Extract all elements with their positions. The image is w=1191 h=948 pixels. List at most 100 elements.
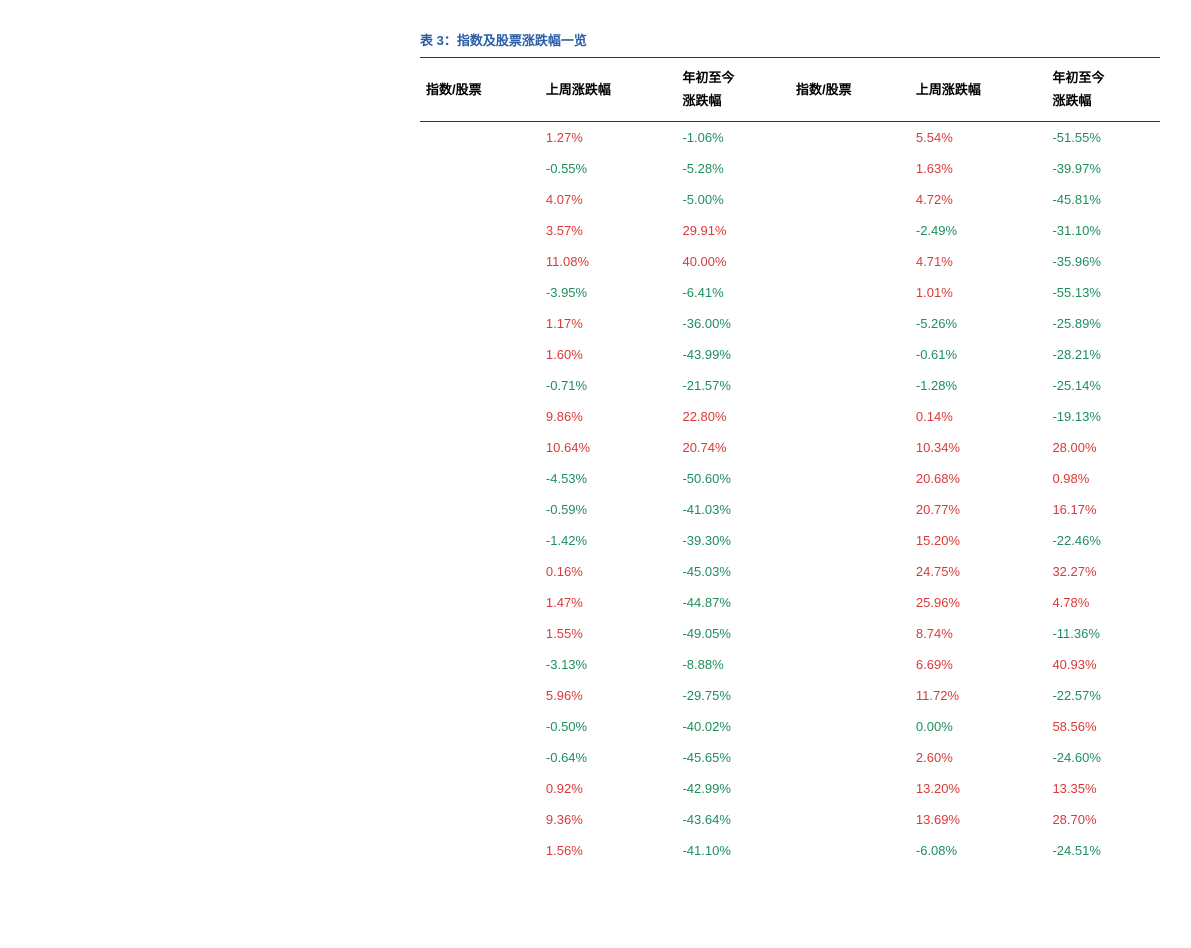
table-row: -1.42%-39.30%15.20%-22.46% — [420, 525, 1160, 556]
table-row: 3.57%29.91%-2.49%-31.10% — [420, 215, 1160, 246]
ytd-change-left: 29.91% — [676, 215, 790, 246]
ytd-change-right: -19.13% — [1046, 401, 1160, 432]
week-change-right: 5.54% — [910, 121, 1047, 153]
index-name-left — [420, 308, 540, 339]
index-name-right — [790, 773, 910, 804]
index-name-right — [790, 711, 910, 742]
ytd-change-right: -51.55% — [1046, 121, 1160, 153]
ytd-change-left: 40.00% — [676, 246, 790, 277]
ytd-change-right: 32.27% — [1046, 556, 1160, 587]
performance-table: 指数/股票 上周涨跌幅 年初至今涨跌幅 指数/股票 上周涨跌幅 年初至今涨跌幅 … — [420, 57, 1160, 866]
ytd-change-left: 22.80% — [676, 401, 790, 432]
table-row: 0.16%-45.03%24.75%32.27% — [420, 556, 1160, 587]
index-name-right — [790, 649, 910, 680]
week-change-left: -0.55% — [540, 153, 677, 184]
ytd-change-left: -36.00% — [676, 308, 790, 339]
table-row: 5.96%-29.75%11.72%-22.57% — [420, 680, 1160, 711]
ytd-change-right: 40.93% — [1046, 649, 1160, 680]
ytd-change-left: -50.60% — [676, 463, 790, 494]
ytd-change-right: 28.00% — [1046, 432, 1160, 463]
ytd-change-left: -43.99% — [676, 339, 790, 370]
ytd-change-left: -41.03% — [676, 494, 790, 525]
header-ytd-change-left: 年初至今涨跌幅 — [676, 58, 790, 122]
ytd-change-right: -55.13% — [1046, 277, 1160, 308]
ytd-change-right: -28.21% — [1046, 339, 1160, 370]
week-change-right: 13.69% — [910, 804, 1047, 835]
week-change-left: 1.47% — [540, 587, 677, 618]
index-name-left — [420, 649, 540, 680]
index-name-right — [790, 370, 910, 401]
index-name-right — [790, 680, 910, 711]
index-name-right — [790, 835, 910, 866]
index-name-left — [420, 463, 540, 494]
week-change-left: -1.42% — [540, 525, 677, 556]
table-row: 1.47%-44.87%25.96%4.78% — [420, 587, 1160, 618]
index-name-right — [790, 184, 910, 215]
week-change-right: 25.96% — [910, 587, 1047, 618]
ytd-change-right: -25.14% — [1046, 370, 1160, 401]
table-row: -4.53%-50.60%20.68%0.98% — [420, 463, 1160, 494]
table-row: 1.55%-49.05%8.74%-11.36% — [420, 618, 1160, 649]
index-name-left — [420, 432, 540, 463]
week-change-right: 10.34% — [910, 432, 1047, 463]
index-name-right — [790, 494, 910, 525]
week-change-right: -6.08% — [910, 835, 1047, 866]
week-change-right: -1.28% — [910, 370, 1047, 401]
week-change-left: 9.36% — [540, 804, 677, 835]
index-name-right — [790, 432, 910, 463]
table-title: 表 3：指数及股票涨跌幅一览 — [420, 30, 1160, 49]
week-change-right: 20.77% — [910, 494, 1047, 525]
week-change-left: 1.60% — [540, 339, 677, 370]
ytd-change-right: 28.70% — [1046, 804, 1160, 835]
ytd-change-left: -42.99% — [676, 773, 790, 804]
week-change-right: -0.61% — [910, 339, 1047, 370]
ytd-change-left: -21.57% — [676, 370, 790, 401]
ytd-change-left: -45.03% — [676, 556, 790, 587]
header-index-stock-right: 指数/股票 — [790, 58, 910, 122]
week-change-left: 1.17% — [540, 308, 677, 339]
ytd-change-right: -35.96% — [1046, 246, 1160, 277]
index-name-left — [420, 680, 540, 711]
week-change-left: 11.08% — [540, 246, 677, 277]
index-name-right — [790, 153, 910, 184]
ytd-change-right: -11.36% — [1046, 618, 1160, 649]
ytd-change-right: 4.78% — [1046, 587, 1160, 618]
ytd-change-right: -31.10% — [1046, 215, 1160, 246]
ytd-change-left: -8.88% — [676, 649, 790, 680]
ytd-change-right: 58.56% — [1046, 711, 1160, 742]
index-name-right — [790, 618, 910, 649]
ytd-change-right: -24.51% — [1046, 835, 1160, 866]
week-change-right: 24.75% — [910, 556, 1047, 587]
index-name-left — [420, 587, 540, 618]
week-change-left: 9.86% — [540, 401, 677, 432]
week-change-right: 8.74% — [910, 618, 1047, 649]
week-change-right: 15.20% — [910, 525, 1047, 556]
week-change-right: -2.49% — [910, 215, 1047, 246]
week-change-right: 4.71% — [910, 246, 1047, 277]
ytd-change-left: -39.30% — [676, 525, 790, 556]
index-name-left — [420, 246, 540, 277]
index-name-left — [420, 556, 540, 587]
week-change-left: 1.55% — [540, 618, 677, 649]
header-row: 指数/股票 上周涨跌幅 年初至今涨跌幅 指数/股票 上周涨跌幅 年初至今涨跌幅 — [420, 58, 1160, 122]
week-change-left: 0.92% — [540, 773, 677, 804]
table-row: -3.95%-6.41%1.01%-55.13% — [420, 277, 1160, 308]
index-name-right — [790, 308, 910, 339]
header-ytd-change-right: 年初至今涨跌幅 — [1046, 58, 1160, 122]
table-row: 10.64%20.74%10.34%28.00% — [420, 432, 1160, 463]
ytd-change-right: 16.17% — [1046, 494, 1160, 525]
index-name-right — [790, 742, 910, 773]
table-row: -0.64%-45.65%2.60%-24.60% — [420, 742, 1160, 773]
index-name-right — [790, 277, 910, 308]
index-name-right — [790, 121, 910, 153]
ytd-change-right: -45.81% — [1046, 184, 1160, 215]
table-row: -0.71%-21.57%-1.28%-25.14% — [420, 370, 1160, 401]
ytd-change-left: -45.65% — [676, 742, 790, 773]
ytd-change-right: -25.89% — [1046, 308, 1160, 339]
index-name-left — [420, 153, 540, 184]
index-name-right — [790, 339, 910, 370]
index-name-left — [420, 618, 540, 649]
header-index-stock-left: 指数/股票 — [420, 58, 540, 122]
table-row: 1.27%-1.06%5.54%-51.55% — [420, 121, 1160, 153]
table-row: -0.55%-5.28%1.63%-39.97% — [420, 153, 1160, 184]
